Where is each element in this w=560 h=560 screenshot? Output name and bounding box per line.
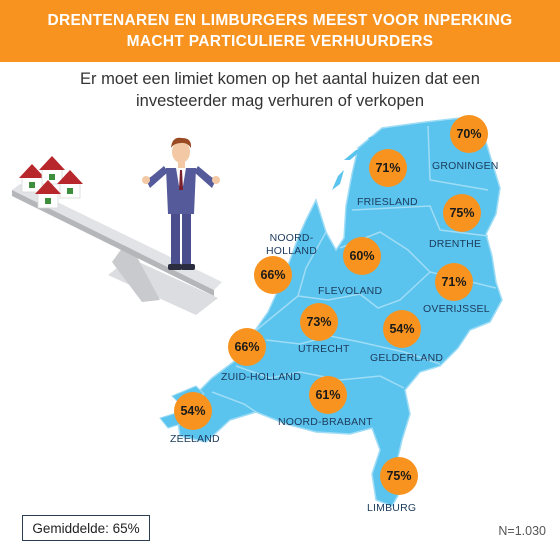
province-label-groningen: GRONINGEN xyxy=(432,160,499,172)
province-label-noord-holland: NOORD- HOLLAND xyxy=(266,232,317,258)
badge-flevoland: 60% xyxy=(343,237,381,275)
province-label-noord-holland-line-2: HOLLAND xyxy=(266,245,317,257)
province-label-utrecht: UTRECHT xyxy=(298,343,350,355)
province-label-overijssel: OVERIJSSEL xyxy=(423,303,490,315)
title-line-1: DRENTENAREN EN LIMBURGERS MEEST VOOR INP… xyxy=(47,12,513,29)
average-box: Gemiddelde: 65% xyxy=(22,515,150,541)
province-label-flevoland: FLEVOLAND xyxy=(318,285,383,297)
badge-drenthe: 75% xyxy=(443,194,481,232)
businessman-figure xyxy=(142,137,220,270)
badge-noord-brabant: 61% xyxy=(309,376,347,414)
badge-utrecht: 73% xyxy=(300,303,338,341)
province-label-noord-holland-line-1: NOORD- xyxy=(269,232,314,244)
badge-gelderland: 54% xyxy=(383,310,421,348)
badge-noord-holland: 66% xyxy=(254,256,292,294)
province-label-gelderland: GELDERLAND xyxy=(370,352,444,364)
province-label-limburg: LIMBURG xyxy=(367,502,417,514)
subtitle-line-1: Er moet een limiet komen op het aantal h… xyxy=(80,70,480,88)
title-banner: DRENTENAREN EN LIMBURGERS MEEST VOOR INP… xyxy=(0,0,560,62)
badge-zuid-holland: 66% xyxy=(228,328,266,366)
badge-limburg: 75% xyxy=(380,457,418,495)
badge-friesland: 71% xyxy=(369,149,407,187)
sample-size: N=1.030 xyxy=(498,524,546,538)
title-line-2: MACHT PARTICULIERE VERHUURDERS xyxy=(126,33,434,50)
province-label-zeeland: ZEELAND xyxy=(170,433,220,445)
province-label-zuid-holland: ZUID-HOLLAND xyxy=(221,371,301,383)
houses-icon xyxy=(19,156,83,209)
seesaw-illustration xyxy=(12,184,222,315)
province-label-friesland: FRIESLAND xyxy=(357,196,418,208)
province-label-drenthe: DRENTHE xyxy=(429,238,482,250)
badge-overijssel: 71% xyxy=(435,263,473,301)
badge-groningen: 70% xyxy=(450,115,488,153)
badge-zeeland: 54% xyxy=(174,392,212,430)
subtitle-line-2: investeerder mag verhuren of verkopen xyxy=(136,92,424,110)
province-label-noord-brabant: NOORD-BRABANT xyxy=(278,416,373,428)
